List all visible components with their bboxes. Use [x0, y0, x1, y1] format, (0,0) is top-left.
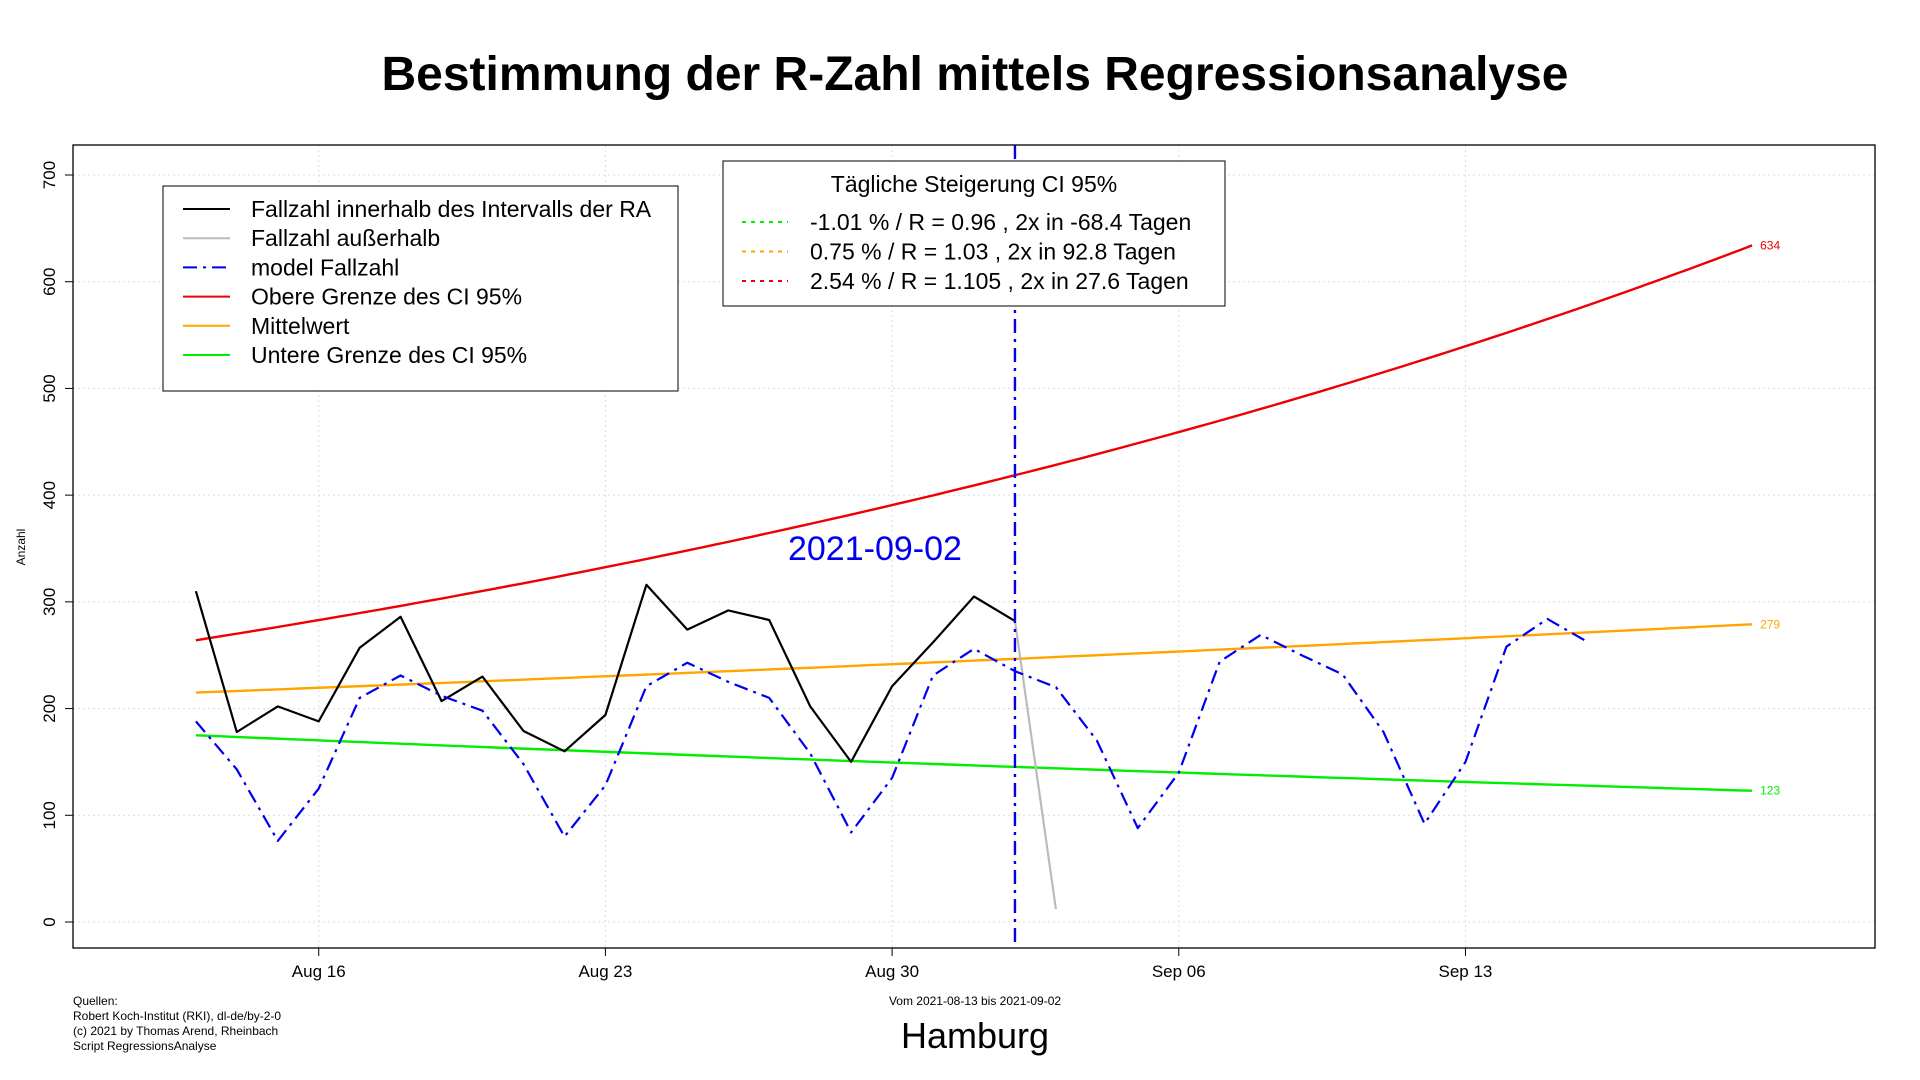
axes: 0 100 200 300 400 500 600 700 Aug 16 Aug 23 Aug 30…: [40, 161, 1492, 981]
x-tick-label: Aug 30: [865, 962, 919, 981]
legend-box: [162, 185, 679, 392]
y-tick-label: 700: [40, 161, 59, 189]
y-tick-label: 400: [40, 481, 59, 509]
legend-growth-label: 2.54 % / R = 1.105 , 2x in 27.6 Tagen: [810, 268, 1189, 294]
y-tick-label: 100: [40, 801, 59, 829]
end-value-label: 634: [1760, 238, 1780, 252]
sources-line: Script RegressionsAnalyse: [73, 1039, 217, 1053]
series-line-obere-grenze-des-ci-95: [195, 244, 1753, 642]
sources-line: (c) 2021 by Thomas Arend, Rheinbach: [73, 1024, 278, 1038]
legend-growth-label: -1.01 % / R = 0.96 , 2x in -68.4 Tagen: [810, 209, 1191, 235]
reference-line: 2021-09-02: [788, 145, 1017, 948]
legend-growth: Tägliche Steigerung CI 95% -1.01 % / R =…: [722, 160, 1226, 307]
region-subtitle: Hamburg: [901, 1015, 1049, 1056]
series-line-untere-grenze-des-ci-95: [195, 734, 1753, 792]
legend-growth-box: [722, 160, 1226, 307]
sources-line: Robert Koch-Institut (RKI), dl-de/by-2-0: [73, 1009, 281, 1023]
y-axis-label: Anzahl: [14, 529, 28, 566]
x-tick-label: Aug 23: [578, 962, 632, 981]
end-value-label: 123: [1760, 784, 1780, 798]
legend-item-label: Fallzahl innerhalb des Intervalls der RA: [251, 196, 652, 222]
legend-growth-label: 0.75 % / R = 1.03 , 2x in 92.8 Tagen: [810, 239, 1176, 265]
y-tick-label: 200: [40, 694, 59, 722]
legend-item-label: model Fallzahl: [251, 254, 399, 280]
x-tick-label: Sep 13: [1439, 962, 1493, 981]
legend-item-label: Mittelwert: [251, 313, 350, 339]
plot-frame: [72, 144, 1876, 949]
legend-item-label: Fallzahl außerhalb: [251, 225, 440, 251]
x-tick-label: Aug 16: [292, 962, 346, 981]
reference-line-label: 2021-09-02: [788, 530, 962, 568]
series-line-fallzahl-au-erhalb: [1013, 620, 1057, 910]
legend-item-label: Untere Grenze des CI 95%: [251, 342, 527, 368]
x-tick-label: Sep 06: [1152, 962, 1206, 981]
series-line-mittelwert: [195, 623, 1753, 694]
series-line-model-fallzahl: [195, 617, 1589, 843]
y-tick-label: 500: [40, 374, 59, 402]
y-tick-label: 0: [40, 917, 59, 926]
y-tick-label: 300: [40, 588, 59, 616]
sources-line: Quellen:: [73, 994, 118, 1008]
end-value-label: 279: [1760, 617, 1780, 631]
series-layer: 634 279 123: [194, 238, 1780, 910]
range-note: Vom 2021-08-13 bis 2021-09-02: [889, 994, 1061, 1008]
legend-item-label: Obere Grenze des CI 95%: [251, 284, 522, 310]
series-line-fallzahl-innerhalb-des-intervalls-der-ra: [194, 583, 1016, 764]
chart-title: Bestimmung der R-Zahl mittels Regression…: [381, 48, 1568, 101]
sources-note: Quellen:Robert Koch-Institut (RKI), dl-d…: [73, 994, 281, 1053]
y-tick-label: 600: [40, 268, 59, 296]
legend: Fallzahl innerhalb des Intervalls der RA…: [162, 185, 679, 392]
legend-growth-title: Tägliche Steigerung CI 95%: [831, 171, 1117, 197]
